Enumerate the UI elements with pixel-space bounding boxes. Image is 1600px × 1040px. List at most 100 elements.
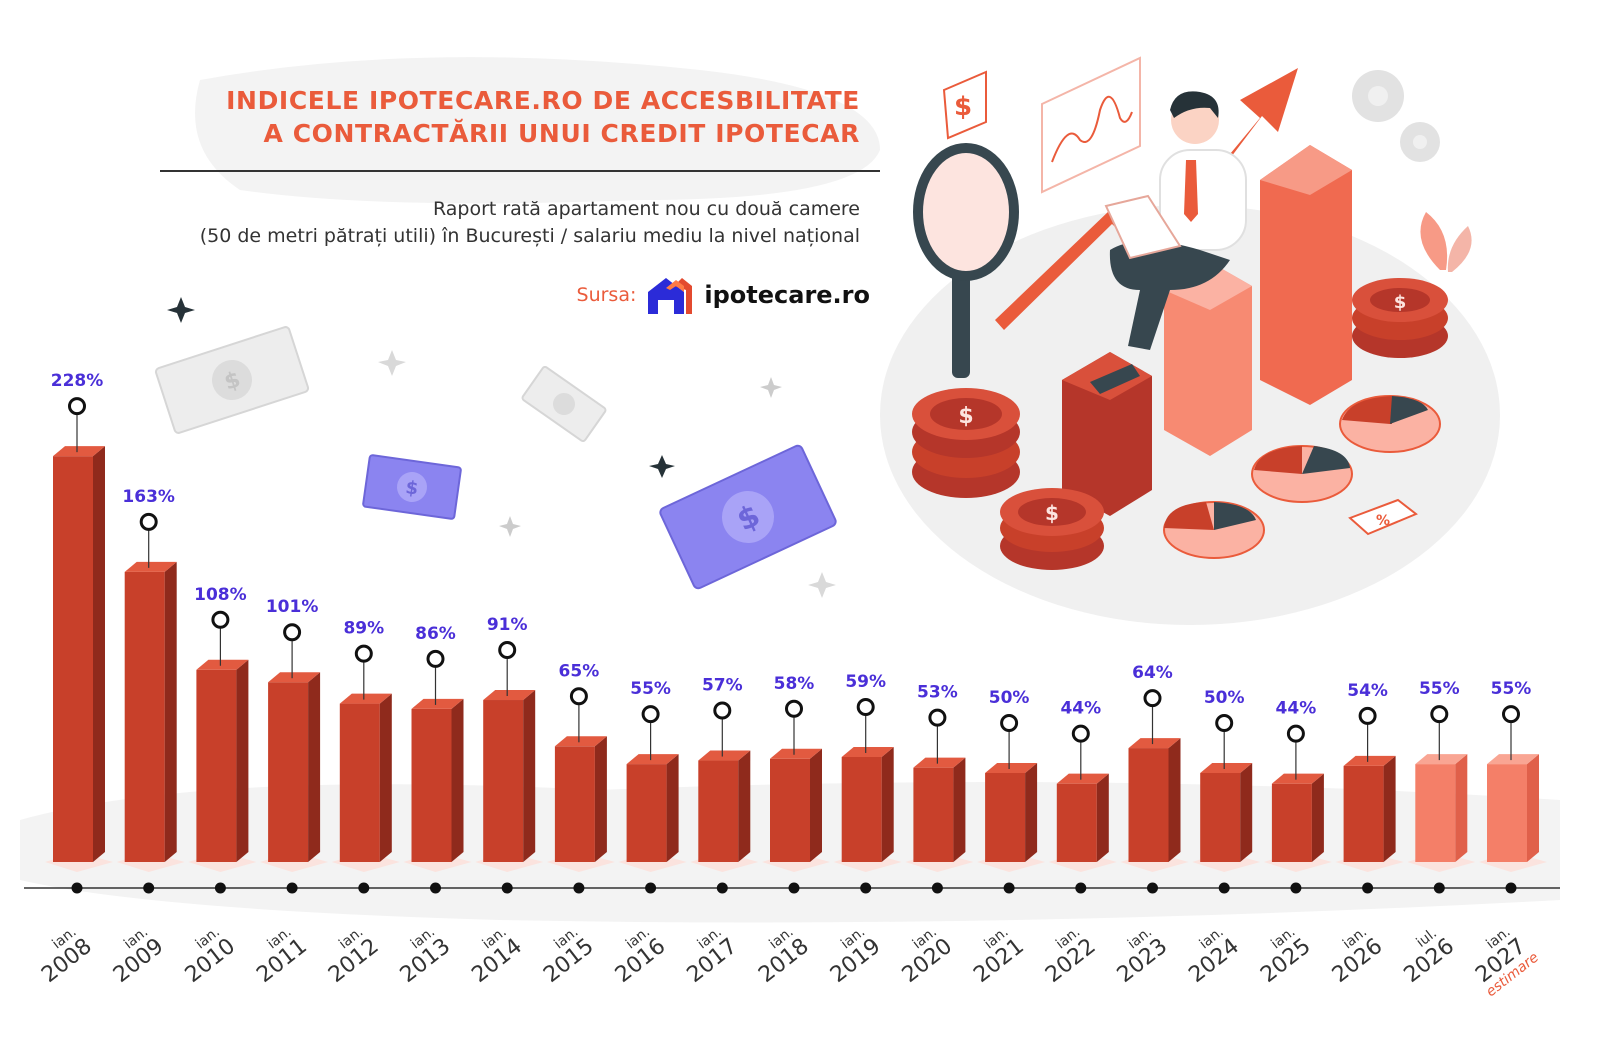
bar-side [1527, 754, 1539, 862]
axis-dot [1290, 882, 1302, 894]
bar [331, 693, 400, 872]
coin-stack-icon: $ [912, 388, 1020, 498]
banknote-icon [521, 365, 607, 443]
banknote-icon: $ [659, 444, 837, 590]
bar [116, 561, 185, 872]
x-tick-label: ian.2018 [754, 924, 814, 988]
value-marker [569, 687, 588, 706]
value-marker [1286, 724, 1305, 743]
source-label: Sursa: [576, 284, 637, 306]
axis-dot [214, 882, 226, 894]
header-blob [195, 57, 880, 204]
data-label: 44% [1060, 699, 1101, 719]
x-tick-label: iul.2026 [1400, 925, 1460, 988]
bar-top [124, 561, 177, 572]
pie-chart-icon [1163, 501, 1265, 559]
sparkle-icon [649, 455, 675, 478]
header-divider [160, 170, 880, 172]
bar-front [1128, 748, 1169, 862]
magnifier-icon [913, 143, 1019, 378]
bar-front [268, 682, 309, 862]
bar-side [1455, 754, 1468, 862]
chart-subtitle-line-1: Raport rată apartament nou cu două camer… [432, 198, 860, 220]
bar-front [196, 669, 237, 862]
bar-top [554, 736, 607, 747]
data-label: 58% [774, 674, 815, 694]
bar-side [451, 698, 464, 862]
bar-front [1056, 783, 1097, 862]
value-marker [785, 699, 803, 718]
x-tick-label: ian.2009 [109, 924, 169, 988]
x-tick-label: ian.2024 [1184, 924, 1244, 988]
sparkle-icon [808, 572, 836, 598]
sparkle-icon [378, 350, 406, 376]
value-marker [1358, 706, 1377, 725]
axis-dot [573, 882, 585, 894]
axis-dot [501, 882, 513, 894]
x-tick-label: ian.2015 [539, 924, 599, 988]
bar [1263, 773, 1332, 872]
bar [618, 754, 687, 872]
axis-dot [1362, 882, 1374, 894]
axis-dot [71, 882, 83, 894]
axis-dot [1003, 882, 1015, 894]
value-marker [641, 705, 660, 724]
bar-side [164, 561, 177, 862]
x-tick-label: ian.2011 [252, 924, 312, 988]
svg-text:$: $ [1394, 292, 1407, 313]
bar-top [1343, 755, 1396, 766]
value-marker [68, 397, 86, 416]
data-label: 89% [343, 619, 384, 639]
percent-tag-icon: % [1348, 498, 1418, 536]
x-tick-label: ian.2008 [37, 924, 97, 988]
data-label: 163% [122, 487, 175, 507]
bar [1048, 773, 1117, 872]
value-marker [211, 610, 230, 629]
bar-side [666, 754, 679, 862]
data-label: 101% [266, 597, 319, 617]
bar-front [913, 767, 954, 862]
bar-side [93, 446, 105, 862]
value-marker [354, 644, 373, 663]
data-label: 55% [1419, 679, 1460, 699]
bar [762, 748, 830, 872]
bar [1479, 754, 1547, 872]
chart-subtitle: Raport rată apartament nou cu două camer… [160, 196, 860, 250]
svg-text:$: $ [954, 92, 972, 122]
value-marker [426, 649, 445, 668]
bar-front [554, 746, 595, 862]
bar-front [626, 764, 667, 862]
sparkle-icon [499, 516, 521, 537]
data-label: 59% [845, 672, 886, 692]
bar-top [268, 672, 321, 683]
value-marker [856, 697, 875, 716]
bar-top [1128, 738, 1181, 749]
line-chart-card-icon [1041, 56, 1141, 194]
value-marker [1430, 705, 1449, 724]
svg-text:$: $ [1045, 501, 1059, 525]
bar [1407, 754, 1476, 872]
banknote-icon: $ [154, 326, 310, 434]
axis-dot [645, 882, 657, 894]
bar [45, 446, 113, 872]
svg-text:$: $ [221, 367, 243, 396]
axis-dot [286, 882, 298, 894]
bar-top [626, 754, 679, 765]
value-marker [713, 701, 732, 720]
x-tick-label: ian.2020 [898, 924, 958, 988]
rising-arrow-icon [995, 68, 1298, 330]
bar [475, 690, 544, 872]
pie-chart-icon [1339, 395, 1441, 453]
bar [546, 736, 615, 872]
x-tick-label: ian.2014 [467, 924, 527, 988]
bar-front [1200, 773, 1241, 862]
bar-top [339, 693, 392, 704]
bar-top [53, 446, 105, 457]
bar [403, 698, 472, 872]
bar-top [985, 763, 1038, 773]
bar [1120, 738, 1189, 872]
chart-title-line-2: A CONTRACTĂRII UNUI CREDIT IPOTECAR [263, 119, 860, 148]
bar [260, 672, 329, 872]
bar-side [810, 748, 822, 862]
